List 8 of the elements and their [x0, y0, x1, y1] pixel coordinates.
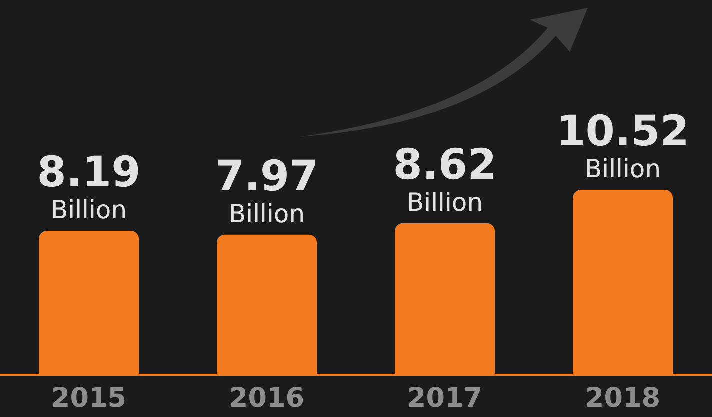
- data-label: 8.19 Billion: [37, 147, 141, 224]
- data-label: 8.62 Billion: [393, 140, 497, 217]
- x-tick-label: 2017: [407, 383, 483, 414]
- x-tick-label: 2018: [585, 383, 661, 414]
- x-tick-label: 2016: [229, 383, 305, 414]
- data-label: 10.52 Billion: [556, 106, 690, 184]
- x-tick-label: 2015: [51, 383, 127, 414]
- data-label: 7.97 Billion: [215, 151, 319, 228]
